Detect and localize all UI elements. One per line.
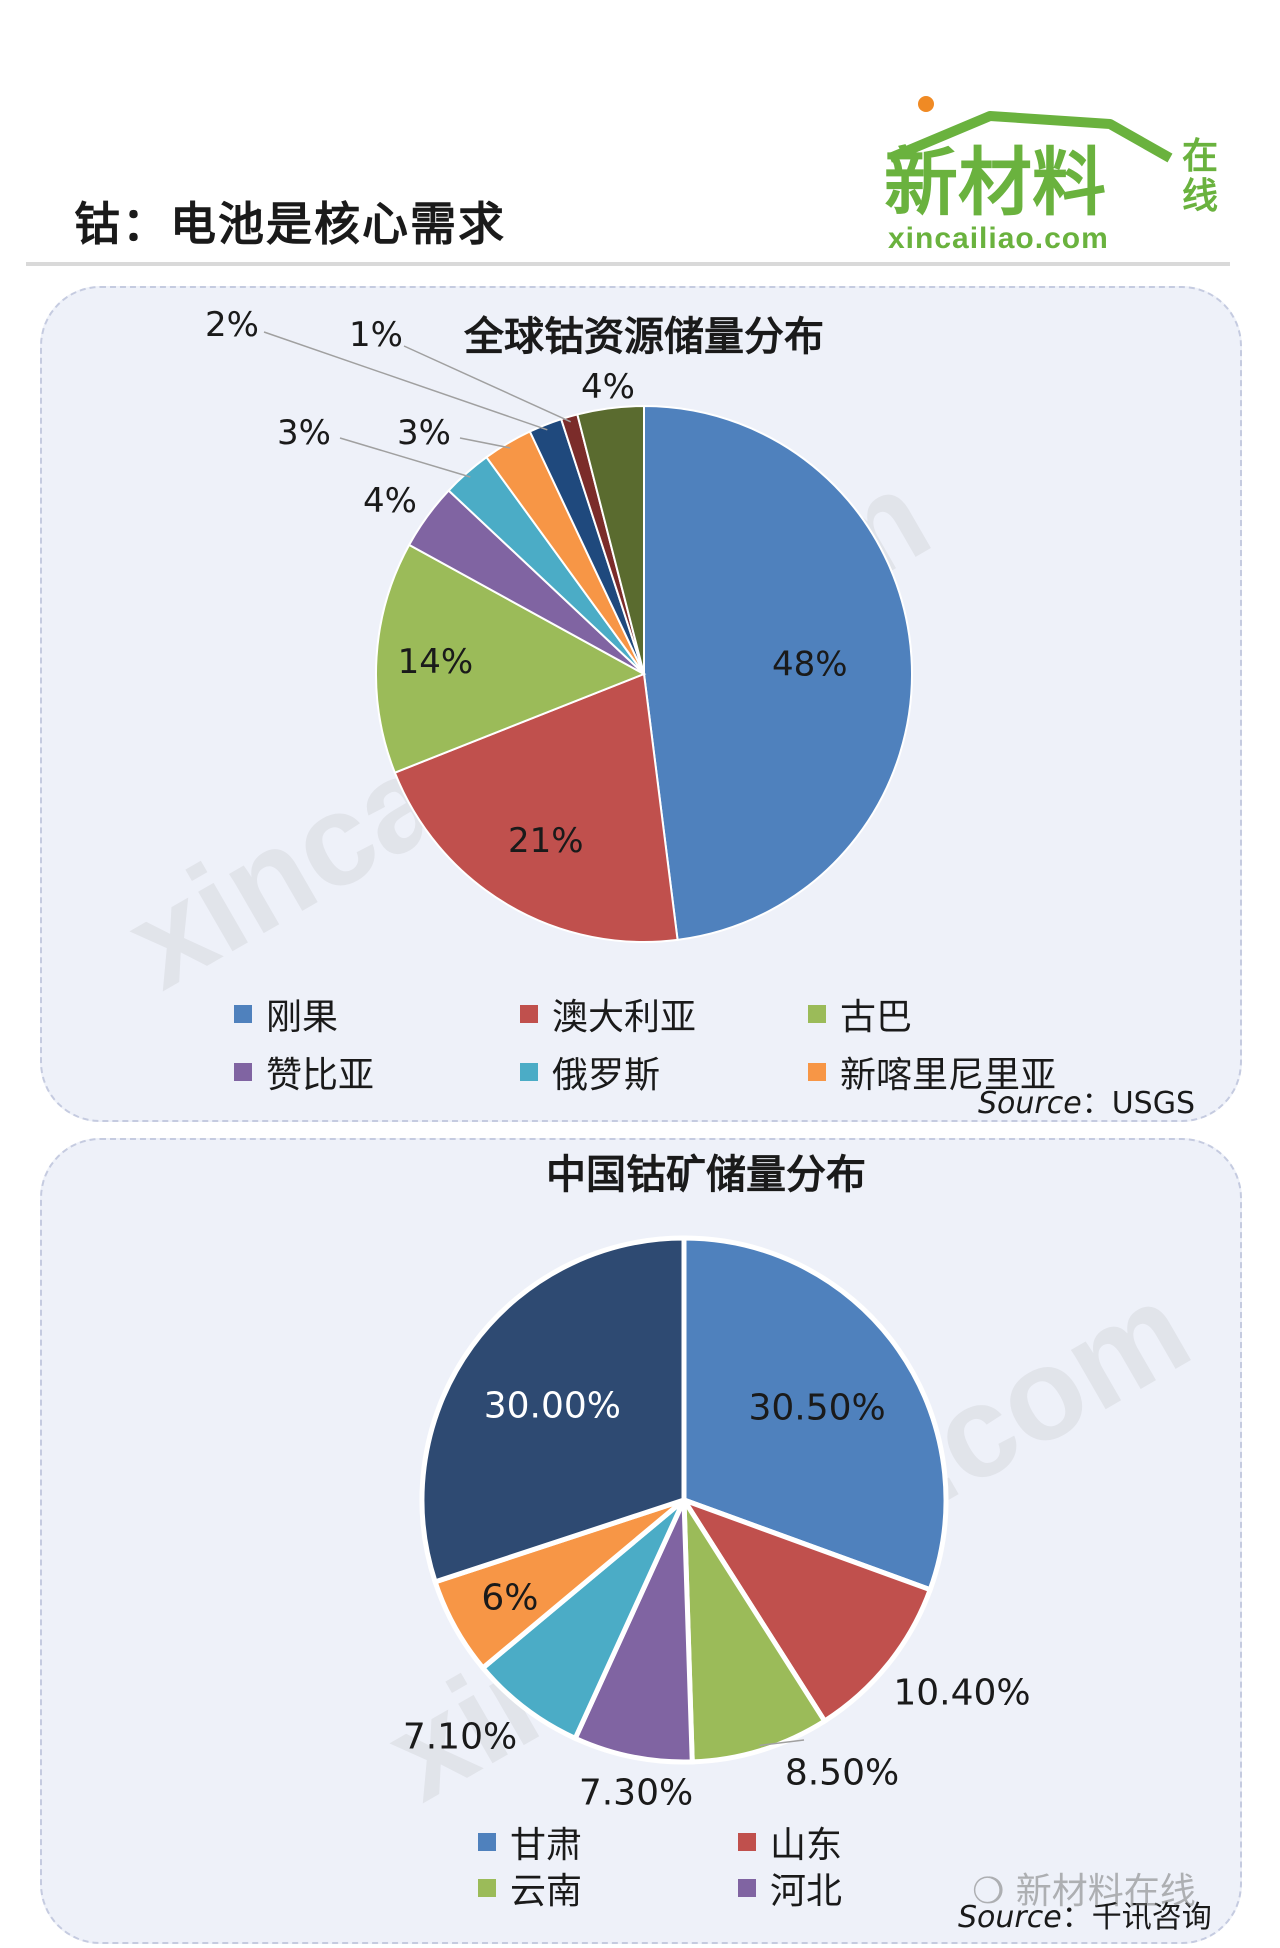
- china-reserves-legend: 甘肃 山东 云南 河北: [42, 1140, 1240, 1942]
- wechat-account-watermark: ❍ 新材料在线: [972, 1862, 1196, 1914]
- chart-title: 中国钴矿储量分布: [546, 1152, 866, 1198]
- source-note: Source：USGS: [978, 1078, 1195, 1122]
- pie-slice: [681, 1235, 949, 1593]
- legend-swatch: [738, 1879, 756, 1897]
- legend-item-congo: 刚果: [234, 988, 338, 1040]
- source-key: Source: [958, 1900, 1062, 1935]
- legend-swatch: [520, 1063, 538, 1081]
- legend-label: 赞比亚: [266, 1055, 375, 1096]
- leader-line: [759, 1739, 805, 1747]
- china-reserves-pie-chart: 中国钴矿储量分布 30.50% 10.40% 8.50% 7.30% 7.10% 6% 30.…: [403, 1152, 1031, 1814]
- legend-item-hebei: 河北: [738, 1862, 842, 1914]
- leader-line: [459, 437, 511, 449]
- source-key: Source: [978, 1086, 1082, 1121]
- legend-swatch: [808, 1063, 826, 1081]
- leader-line: [263, 331, 548, 431]
- source-sep: ：: [1061, 1900, 1092, 1935]
- pie-slice: [681, 1490, 829, 1765]
- xincailiao-logo: 新材料 在 线: [884, 96, 1218, 226]
- leader-line: [339, 437, 471, 478]
- data-label: 2%: [205, 305, 259, 345]
- legend-swatch: [234, 1063, 252, 1081]
- legend-swatch: [738, 1833, 756, 1851]
- data-label: 6%: [481, 1577, 538, 1618]
- legend-item-australia: 澳大利亚: [520, 988, 696, 1040]
- logo-roof-icon: [888, 111, 1173, 163]
- legend-label: 甘肃: [510, 1825, 583, 1866]
- legend-item-yunnan: 云南: [478, 1862, 582, 1914]
- data-label: 30.00%: [484, 1385, 621, 1426]
- data-label: 30.50%: [748, 1387, 885, 1428]
- data-label: 7.10%: [403, 1717, 517, 1758]
- legend-item-gansu: 甘肃: [478, 1816, 582, 1868]
- source-value: 千讯咨询: [1091, 1900, 1212, 1935]
- pie-slice: [375, 543, 647, 774]
- pie-slice: [419, 1235, 687, 1586]
- logo-dot-icon: [918, 96, 934, 112]
- logo-side-text-1: 在: [1182, 136, 1218, 177]
- legend-label: 古巴: [840, 997, 913, 1038]
- legend-label: 云南: [510, 1871, 583, 1912]
- wechat-text: 新材料在线: [1015, 1871, 1196, 1912]
- data-label: 48%: [772, 644, 848, 684]
- legend-label: 河北: [770, 1871, 843, 1912]
- legend-swatch: [234, 1005, 252, 1023]
- leader-line: [403, 345, 572, 423]
- data-label: 4%: [363, 481, 417, 521]
- legend-label: 山东: [770, 1825, 843, 1866]
- legend-swatch: [808, 1005, 826, 1023]
- legend-label: 刚果: [266, 997, 339, 1038]
- data-label: 21%: [508, 821, 584, 861]
- pie-slice: [393, 672, 679, 943]
- china-reserves-panel: xincailiao.com 中国钴矿储量分布30.50%10.40%8.50%…: [40, 1138, 1242, 1944]
- page-title: 钴：电池是核心需求: [74, 197, 506, 251]
- logo-domain: xincailiao.com: [888, 222, 1109, 255]
- legend-label: 俄罗斯: [552, 1055, 661, 1096]
- data-label: 3%: [277, 413, 331, 453]
- pie-slice: [677, 1495, 934, 1725]
- legend-label: 新喀里尼里亚: [840, 1055, 1057, 1096]
- source-sep: ：: [1081, 1086, 1112, 1121]
- legend-item-shandong: 山东: [738, 1816, 842, 1868]
- legend-item-russia: 俄罗斯: [520, 1046, 660, 1098]
- source-note: Source：千讯咨询: [958, 1892, 1212, 1936]
- data-label: 14%: [398, 642, 474, 682]
- data-label: 3%: [397, 413, 451, 453]
- data-label: 8.50%: [785, 1753, 899, 1794]
- title-divider: [26, 262, 1230, 266]
- data-label: 4%: [581, 367, 635, 407]
- global-reserves-pie-chart: 全球钴资源储量分布 48% 21% 14% 4% 3% 3% 2% 1% 4%: [205, 305, 913, 943]
- data-label: 1%: [349, 315, 403, 355]
- logo-side-text-2: 线: [1182, 176, 1218, 217]
- legend-item-new-caledonia: 新喀里尼里亚: [808, 1046, 1056, 1098]
- legend-swatch: [478, 1879, 496, 1897]
- legend-item-zambia: 赞比亚: [234, 1046, 374, 1098]
- data-label: 10.40%: [893, 1673, 1030, 1714]
- global-reserves-panel: xincailiao.com 全球钴资源储量分布48%21%14%4%3%3%2…: [40, 286, 1242, 1122]
- legend-label: 澳大利亚: [552, 997, 697, 1038]
- pie-slice: [643, 404, 913, 942]
- logo-text: 新材料: [884, 140, 1106, 226]
- global-reserves-legend: 刚果 澳大利亚 古巴 赞比亚 俄罗斯 新喀里尼里亚: [42, 288, 1240, 1120]
- source-value: USGS: [1111, 1086, 1195, 1121]
- legend-swatch: [520, 1005, 538, 1023]
- legend-swatch: [478, 1833, 496, 1851]
- chart-title: 全球钴资源储量分布: [463, 314, 824, 360]
- data-label: 7.30%: [579, 1773, 693, 1814]
- legend-item-cuba: 古巴: [808, 988, 912, 1040]
- wechat-icon: ❍: [972, 1871, 1005, 1912]
- pie-slice: [576, 404, 645, 675]
